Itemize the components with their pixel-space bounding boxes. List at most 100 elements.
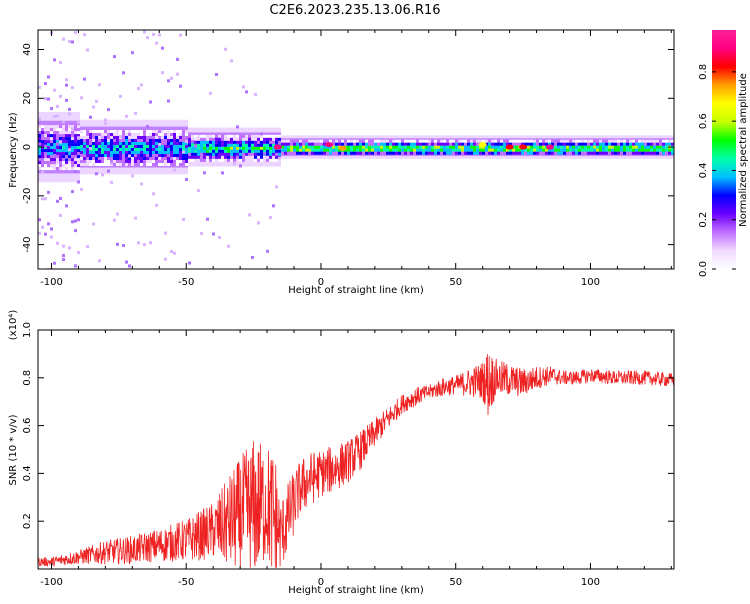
spectrogram-noise	[224, 47, 227, 51]
spectrogram-cell	[452, 142, 455, 146]
spectrogram-cell	[101, 150, 104, 154]
spectrogram-cell	[41, 143, 44, 147]
spectrogram-cell	[122, 135, 125, 139]
spectrogram-cell	[158, 138, 161, 142]
spectrogram-cell	[140, 150, 143, 154]
spectrogram-cell	[41, 155, 44, 159]
spectrogram-cell	[647, 148, 650, 152]
spectrogram-cell	[227, 158, 230, 162]
spectrogram-cell	[110, 144, 113, 148]
spectrogram-cell	[92, 147, 95, 151]
spectrogram-noise	[158, 142, 161, 146]
spectrogram-cell	[62, 146, 65, 150]
spectrogram-cell	[149, 135, 152, 139]
spectrogram-cell	[68, 158, 71, 162]
spectrogram-cell	[356, 139, 359, 143]
spectrogram-cell	[416, 145, 419, 149]
spectrogram-cell	[65, 161, 68, 165]
spectrogram-cell	[152, 144, 155, 148]
spectrogram-noise	[104, 118, 107, 122]
spectrogram-noise	[92, 222, 95, 226]
spectrogram-cell	[173, 156, 176, 160]
spectrogram-cell	[62, 143, 65, 147]
spectrogram-cell	[83, 144, 86, 148]
spectrogram-cell	[245, 152, 248, 156]
spectrogram-cell	[620, 145, 623, 149]
spectrogram-cell	[557, 151, 560, 155]
spectrogram-cell	[368, 139, 371, 143]
spectrogram-cell	[167, 153, 170, 157]
spectrogram-cell	[608, 145, 611, 149]
spectrogram-cell	[191, 134, 194, 138]
spectrogram-cell	[326, 148, 329, 152]
spectrogram-cell	[584, 145, 587, 149]
spectrogram-cell	[467, 142, 470, 146]
spectrogram-cell	[608, 148, 611, 152]
spectrogram-cell	[158, 144, 161, 148]
spectrogram-cell	[293, 139, 296, 143]
spectrogram-cell	[440, 145, 443, 149]
spectrogram-cell	[158, 129, 161, 133]
spectrogram-cell	[47, 155, 50, 159]
spectrogram-peak	[478, 142, 487, 148]
spectrogram-noise	[131, 51, 134, 55]
spectrogram-cell	[113, 147, 116, 151]
spectrogram-noise	[53, 88, 56, 92]
spectrogram-cell	[38, 152, 41, 156]
spectrogram-cell	[71, 125, 74, 129]
spectrogram-cell	[116, 135, 119, 139]
spectrogram-cell	[506, 142, 509, 146]
spectrogram-cell	[431, 148, 434, 152]
spectrogram-cell	[527, 148, 530, 152]
spectrogram-cell	[113, 138, 116, 142]
spectrogram-cell	[89, 150, 92, 154]
spectrogram-cell	[179, 144, 182, 148]
spectrogram-cell	[140, 129, 143, 133]
spectrogram-cell	[230, 134, 233, 138]
spectrogram-cell	[215, 155, 218, 159]
spectrogram-cell	[188, 137, 191, 141]
spectrogram-cell	[641, 151, 644, 155]
spectrogram-cell	[254, 152, 257, 156]
spectrogram-cell	[176, 129, 179, 133]
spectrogram-cell	[209, 155, 212, 159]
spectrogram-cell	[188, 158, 191, 162]
spectrogram-cell	[56, 149, 59, 153]
spectrogram-cell	[146, 150, 149, 154]
spectrogram-cell	[194, 158, 197, 162]
spectrogram-cell	[59, 131, 62, 135]
spectrogram-cell	[629, 151, 632, 155]
spectrogram-cell	[374, 151, 377, 155]
spectrogram-cell	[617, 145, 620, 149]
spectrogram-noise	[230, 59, 233, 63]
spectrogram-cell	[209, 143, 212, 147]
spectrogram-cell	[218, 137, 221, 141]
spectrogram-noise	[62, 37, 65, 41]
spectrogram-cell	[215, 137, 218, 141]
spectrogram-cell	[113, 153, 116, 157]
spectrogram-noise	[245, 90, 248, 94]
spectrogram-cell	[53, 152, 56, 156]
spectrogram-cell	[101, 162, 104, 166]
spectrogram-cell	[143, 141, 146, 145]
spectrogram-cell	[146, 141, 149, 145]
spectrogram-cell	[62, 167, 65, 171]
spectrogram-cell	[230, 146, 233, 150]
spectrogram-cell	[200, 140, 203, 144]
spectrogram-cell	[566, 142, 569, 146]
spectrogram-cell	[257, 152, 260, 156]
spectrogram-cell	[623, 148, 626, 152]
spectrogram-cell	[170, 150, 173, 154]
spectrogram-cell	[467, 145, 470, 149]
spectrogram-cell	[50, 140, 53, 144]
spectrogram-cell	[431, 139, 434, 143]
spectrogram-cell	[65, 131, 68, 135]
spectrogram-cell	[74, 134, 77, 138]
spectrogram-noise	[41, 170, 44, 174]
spectrogram-cell	[242, 155, 245, 159]
spectrogram-cell	[443, 142, 446, 146]
spectrogram-cell	[86, 138, 89, 142]
spectrogram-cell	[452, 145, 455, 149]
spectrogram-cell	[56, 137, 59, 141]
spectrogram-cell	[503, 148, 506, 152]
